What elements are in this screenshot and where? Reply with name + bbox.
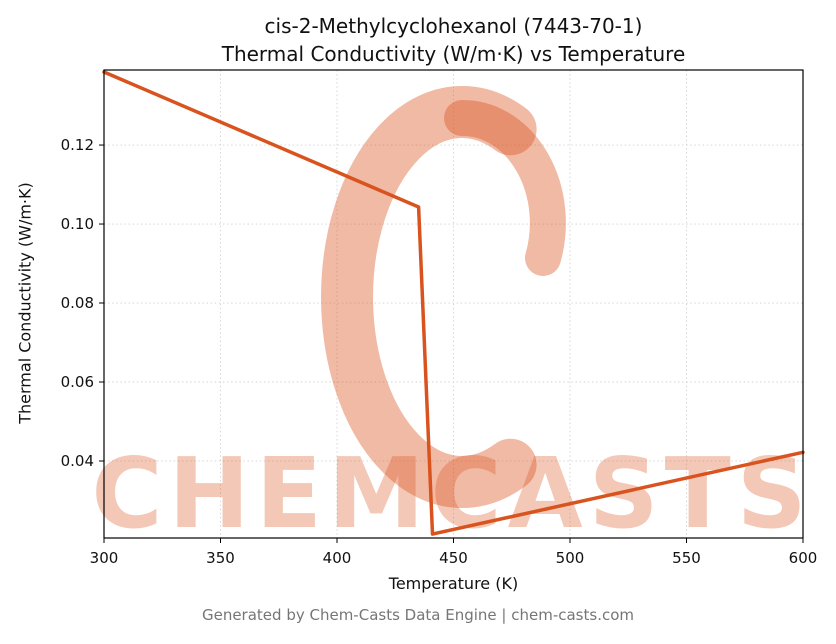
watermark-logo-icon	[321, 86, 537, 508]
x-tick-label: 400	[323, 549, 352, 567]
y-axis-label: Thermal Conductivity (W/m·K)	[15, 182, 35, 424]
footer-credit: Generated by Chem-Casts Data Engine | ch…	[201, 606, 635, 624]
chart-title-line2: Thermal Conductivity (W/m·K) vs Temperat…	[221, 42, 686, 67]
chart-title: cis-2-Methylcyclohexanol (7443-70-1) The…	[104, 12, 803, 69]
data-line-series	[102, 70, 805, 536]
x-tick-label: 600	[789, 549, 818, 567]
y-tick-label: 0.12	[61, 136, 94, 154]
y-tick-label: 0.10	[61, 215, 94, 233]
x-axis-label: Temperature (K)	[388, 574, 519, 593]
x-tick-label: 300	[90, 549, 119, 567]
y-tick-label: 0.06	[61, 373, 94, 391]
chart-title-line1: cis-2-Methylcyclohexanol (7443-70-1)	[264, 14, 643, 38]
y-tick-label: 0.08	[61, 294, 94, 312]
watermark-logo-swirl-icon	[444, 99, 566, 276]
x-tick-label: 550	[672, 549, 701, 567]
y-tick-label: 0.04	[61, 452, 94, 470]
watermark-text: CHEMCASTS	[91, 437, 812, 550]
x-tick-label: 500	[556, 549, 585, 567]
x-tick-label: 350	[206, 549, 235, 567]
x-tick-label: 450	[439, 549, 468, 567]
